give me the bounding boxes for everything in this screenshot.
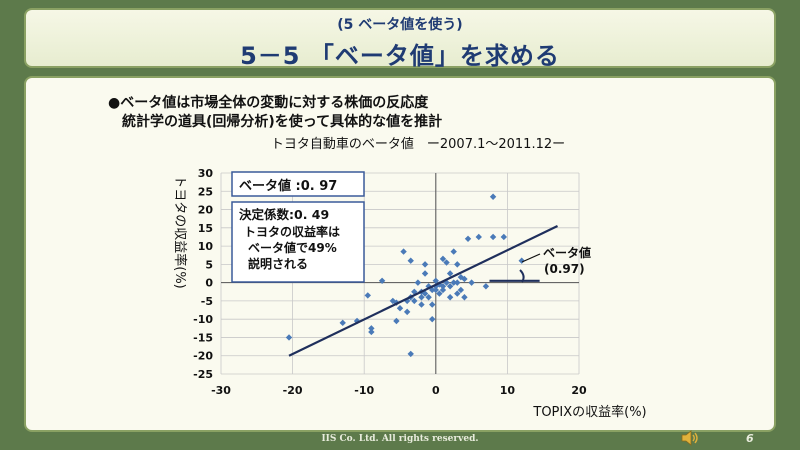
data-point — [464, 235, 472, 242]
slide-title: 5－5 「ベータ値」を求める — [240, 42, 560, 70]
data-point — [432, 286, 439, 294]
data-point — [429, 301, 436, 308]
beta-box-text: ベータ値 :0. 97 — [239, 178, 337, 194]
data-point — [468, 279, 475, 286]
beta-label-1: ベータ値 — [543, 245, 591, 260]
data-point — [436, 290, 443, 297]
y-tick-label: 25 — [198, 185, 213, 198]
data-point — [407, 257, 414, 264]
data-point — [368, 328, 375, 336]
beta-leader-arrow — [521, 253, 541, 263]
slide-content — [24, 76, 776, 432]
data-point — [432, 277, 439, 285]
data-point — [393, 317, 400, 325]
data-point — [457, 286, 465, 294]
data-point — [454, 261, 461, 268]
y-tick-label: 0 — [205, 277, 213, 290]
data-point — [396, 305, 404, 312]
x-tick-label: 10 — [500, 384, 516, 397]
r2-line-2: トヨタの収益率は — [244, 224, 340, 239]
speaker-icon[interactable] — [680, 429, 700, 447]
data-point — [421, 290, 429, 297]
y-tick-label: -15 — [193, 331, 213, 344]
x-tick-label: -20 — [283, 384, 303, 397]
data-point — [446, 294, 454, 301]
data-point — [450, 279, 457, 286]
data-point — [400, 248, 407, 255]
data-point — [489, 233, 497, 241]
data-point — [443, 259, 450, 266]
beta-angle-arc — [519, 269, 525, 283]
data-point — [421, 261, 429, 268]
data-point — [518, 257, 525, 264]
y-tick-label: 20 — [198, 204, 214, 217]
data-point — [446, 270, 454, 277]
data-point — [439, 255, 447, 263]
x-tick-label: 20 — [571, 384, 587, 397]
y-tick-label: 10 — [198, 240, 214, 253]
data-point — [482, 283, 490, 290]
data-point — [446, 283, 454, 290]
data-point — [454, 279, 461, 286]
x-tick-label: 0 — [432, 384, 440, 397]
slide-header: (5 ベータ値を使う) 5－5 「ベータ値」を求める — [24, 8, 776, 70]
r2-line-1: 決定係数:0. 49 — [239, 207, 329, 222]
y-tick-label: -10 — [193, 313, 213, 326]
y-tick-label: 5 — [205, 258, 213, 271]
page-number: 6 — [746, 432, 754, 445]
y-tick-label: -25 — [193, 368, 213, 381]
x-tick-label: -10 — [354, 384, 374, 397]
data-point — [500, 233, 508, 241]
data-point — [285, 334, 293, 341]
chart-lines — [288, 225, 558, 357]
data-point — [454, 290, 461, 297]
beta-box — [231, 171, 365, 197]
data-point — [461, 275, 468, 283]
y-tick-label: 15 — [198, 222, 213, 235]
data-point — [489, 193, 497, 200]
y-axis-label: トヨタの収益率(%) — [172, 175, 188, 289]
beta-label-2: (0.97) — [544, 262, 585, 276]
y-tick-label: 30 — [198, 167, 214, 180]
data-point — [368, 325, 375, 332]
data-point — [439, 286, 447, 294]
data-point — [414, 279, 422, 286]
data-point — [475, 233, 482, 241]
footer-copyright: IIS Co. Ltd. All rights reserved. — [321, 434, 479, 444]
x-axis-label: TOPIXの収益率(%) — [532, 404, 646, 420]
slide-subtitle: (5 ベータ値を使う) — [337, 17, 463, 33]
data-point — [461, 294, 468, 301]
data-point — [425, 294, 432, 301]
y-tick-label: -5 — [201, 295, 213, 308]
data-point — [418, 301, 425, 308]
bullet-line-2: 統計学の道具(回帰分析)を使って具体的な値を推計 — [122, 114, 443, 130]
data-point — [439, 283, 447, 290]
data-point — [421, 270, 429, 277]
data-point — [411, 297, 418, 305]
r2-line-4: 説明される — [248, 256, 308, 271]
chart-title: トヨタ自動車のベータ値 ー2007.1～2011.12ー — [271, 136, 565, 152]
r2-box — [231, 201, 365, 283]
data-point — [450, 248, 457, 255]
chart-ticks: -25 -20 -15 -10 -5 0 5 10 15 20 25 30 -30 -20 -10 0 10 20 — [193, 167, 587, 397]
data-point — [429, 315, 436, 323]
x-tick-label: -30 — [211, 384, 231, 397]
regression-line — [288, 225, 558, 357]
y-tick-label: -20 — [193, 350, 213, 363]
bullet-line-1: ●ベータ値は市場全体の変動に対する株価の反応度 — [108, 95, 429, 111]
data-point — [339, 319, 346, 327]
data-point — [364, 292, 371, 299]
data-point — [407, 350, 414, 358]
data-point — [418, 294, 425, 301]
r2-line-3: ベータ値で49% — [248, 240, 337, 255]
data-point — [403, 308, 411, 316]
data-point — [378, 277, 386, 285]
